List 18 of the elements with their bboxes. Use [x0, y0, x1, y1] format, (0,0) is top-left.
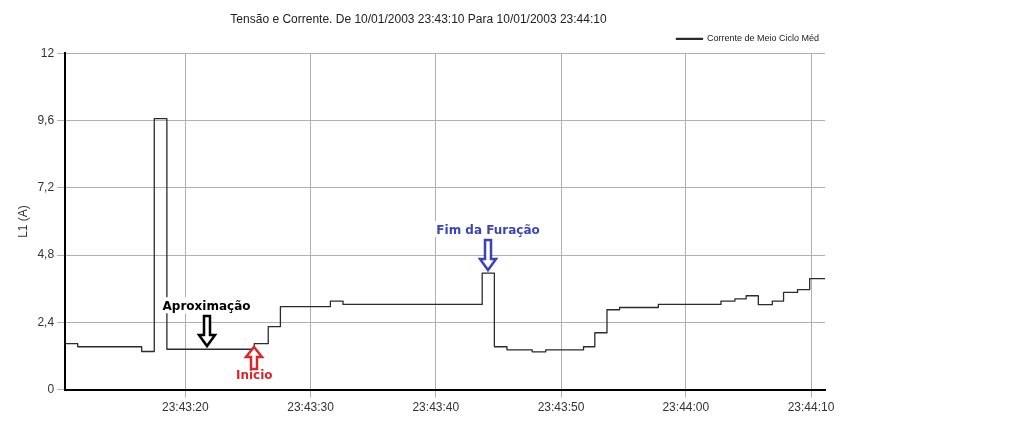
chart-title: Tensão e Corrente. De 10/01/2003 23:43:10 Para 10/01/2003 23:44:10 — [230, 11, 607, 26]
y-tick-label: 9,6 — [37, 112, 55, 127]
y-tick-label: 2,4 — [37, 314, 55, 329]
annotation: Aproximação — [162, 299, 251, 314]
y-tick-label: 4,8 — [37, 247, 55, 262]
y-tick-label: 7,2 — [37, 180, 55, 195]
x-tick-label: 23:43:40 — [412, 400, 460, 415]
y-tick-label: 0 — [47, 381, 55, 396]
y-axis-title: L1 (A) — [15, 205, 30, 238]
annotation: Fim da Furação — [436, 223, 540, 238]
x-tick-label: 23:43:20 — [161, 400, 210, 415]
x-tick-label: 23:43:50 — [537, 400, 585, 415]
x-tick-label: 23:44:10 — [787, 400, 835, 415]
y-tick-label: 12 — [40, 45, 55, 60]
x-tick-label: 23:43:30 — [287, 400, 335, 415]
annotation: Inicio — [235, 367, 273, 382]
x-tick-label: 23:44:00 — [662, 400, 710, 415]
legend-label: Corrente de Meio Ciclo Méd — [706, 33, 820, 44]
